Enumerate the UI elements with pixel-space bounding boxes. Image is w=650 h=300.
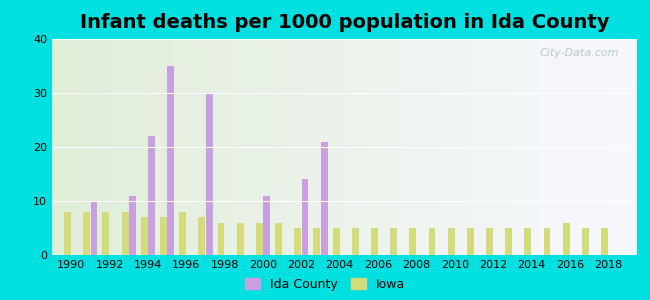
Bar [371,228,378,255]
Bar [601,228,608,255]
Bar [141,217,148,255]
Bar [218,223,224,255]
Bar [167,66,174,255]
Bar [333,228,339,255]
Bar [64,212,71,255]
Text: City-Data.com: City-Data.com [540,48,619,58]
Bar [320,142,328,255]
Bar [352,228,359,255]
Bar [103,212,109,255]
Bar [129,196,136,255]
Bar [543,228,551,255]
Bar [467,228,474,255]
Bar [582,228,589,255]
Bar [160,217,167,255]
Bar [263,196,270,255]
Bar [302,179,309,255]
Bar [198,217,205,255]
Legend: Ida County, Iowa: Ida County, Iowa [245,278,405,291]
Bar [525,228,531,255]
Bar [275,223,282,255]
Bar [313,228,320,255]
Bar [428,228,436,255]
Title: Infant deaths per 1000 population in Ida County: Infant deaths per 1000 population in Ida… [80,13,609,32]
Bar [122,212,129,255]
Bar [256,223,263,255]
Bar [505,228,512,255]
Bar [486,228,493,255]
Bar [179,212,186,255]
Bar [148,136,155,255]
Bar [410,228,416,255]
Bar [90,201,98,255]
Bar [448,228,454,255]
Bar [237,223,244,255]
Bar [205,93,213,255]
Bar [294,228,301,255]
Bar [563,223,569,255]
Bar [390,228,397,255]
Bar [83,212,90,255]
